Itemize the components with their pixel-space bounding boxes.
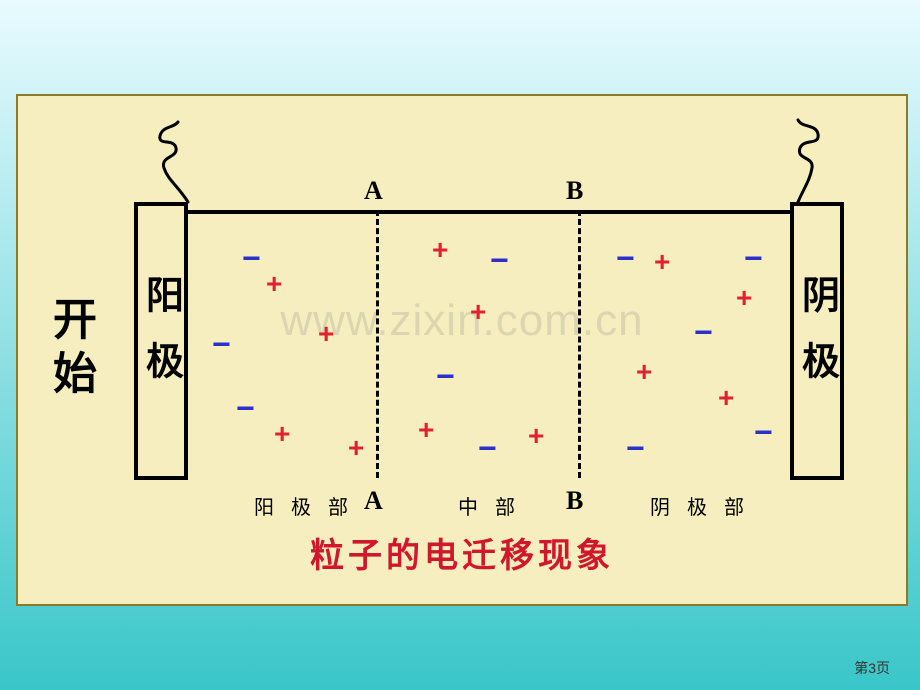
- divider-A: [376, 210, 379, 478]
- page-number: 第3页: [854, 658, 890, 678]
- anode-label: 阳极: [134, 275, 189, 407]
- positive-charge-icon: +: [636, 358, 652, 386]
- anode-box: 阳极: [134, 202, 188, 480]
- positive-charge-icon: +: [266, 270, 282, 298]
- positive-charge-icon: +: [348, 434, 364, 462]
- slide: www.zixin.com.cn 开始 阳极 阴极 A B: [0, 0, 920, 690]
- negative-charge-icon: −: [242, 242, 261, 274]
- positive-charge-icon: +: [432, 236, 448, 264]
- wire-right-icon: [738, 116, 858, 206]
- negative-charge-icon: −: [694, 316, 713, 348]
- negative-charge-icon: −: [616, 242, 635, 274]
- positive-charge-icon: +: [654, 248, 670, 276]
- section-anode-label: 阳 极 部: [254, 491, 354, 520]
- wire-left-icon: [118, 116, 238, 206]
- diagram-panel: www.zixin.com.cn 开始 阳极 阴极 A B: [16, 94, 908, 606]
- positive-charge-icon: +: [718, 384, 734, 412]
- positive-charge-icon: +: [318, 320, 334, 348]
- negative-charge-icon: −: [212, 328, 231, 360]
- negative-charge-icon: −: [744, 242, 763, 274]
- label-A-bottom: A: [364, 486, 383, 516]
- cathode-label: 阴极: [790, 275, 845, 407]
- negative-charge-icon: −: [436, 360, 455, 392]
- negative-charge-icon: −: [478, 432, 497, 464]
- cathode-box: 阴极: [790, 202, 844, 480]
- positive-charge-icon: +: [274, 420, 290, 448]
- negative-charge-icon: −: [236, 392, 255, 424]
- positive-charge-icon: +: [418, 416, 434, 444]
- negative-charge-icon: −: [754, 416, 773, 448]
- negative-charge-icon: −: [490, 244, 509, 276]
- section-cathode-label: 阴 极 部: [650, 491, 750, 520]
- label-B-top: B: [566, 176, 583, 206]
- positive-charge-icon: +: [736, 284, 752, 312]
- label-A-top: A: [364, 176, 383, 206]
- diagram-inner: www.zixin.com.cn 开始 阳极 阴极 A B: [18, 96, 906, 604]
- label-B-bottom: B: [566, 486, 583, 516]
- positive-charge-icon: +: [470, 298, 486, 326]
- section-middle-label: 中 部: [458, 491, 521, 520]
- divider-B: [578, 210, 581, 478]
- positive-charge-icon: +: [528, 422, 544, 450]
- diagram-title: 粒子的电迁移现象: [18, 528, 906, 577]
- state-label: 开始: [38, 296, 102, 404]
- negative-charge-icon: −: [626, 432, 645, 464]
